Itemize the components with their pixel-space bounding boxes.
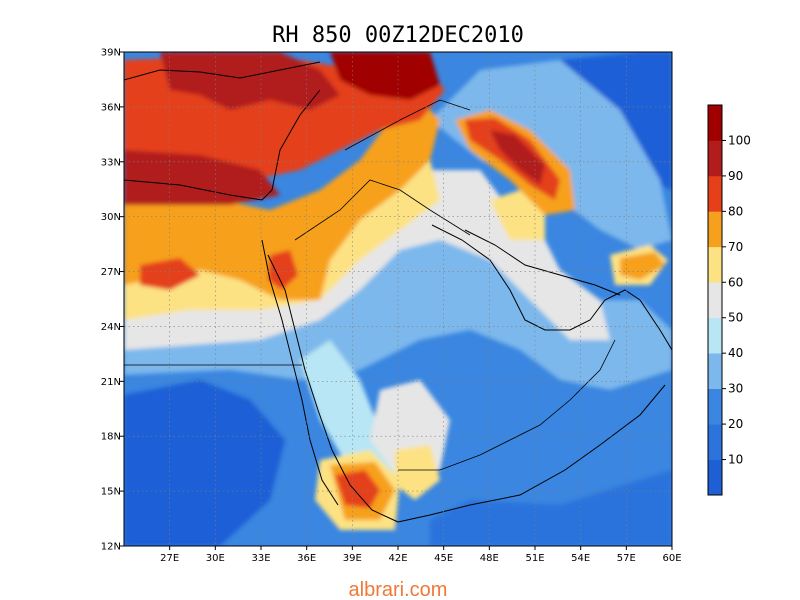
red-sea-coast-west (261, 239, 339, 506)
colorbar-label: 90 (728, 169, 743, 183)
colorbar-label: 20 (728, 417, 743, 431)
colorbar-label: 80 (728, 204, 743, 218)
x-tick-label: 60E (662, 553, 681, 564)
colorbar-label: 50 (728, 311, 743, 325)
colorbar-swatch (708, 459, 722, 496)
colorbar-swatch (708, 246, 722, 283)
rh-region-70-gulf (490, 190, 545, 240)
colorbar-swatch (708, 388, 722, 425)
x-tick-label: 39E (343, 553, 362, 564)
watermark-text: albrari.com (349, 579, 448, 600)
y-tick-label: 39N (101, 48, 121, 59)
rh-region-70-asir (395, 445, 440, 500)
political-borders (124, 99, 616, 471)
rh-field (124, 52, 672, 546)
x-tick-label: 45E (434, 553, 453, 564)
saudi-north-border (294, 179, 471, 241)
colorbar-label: 70 (728, 240, 743, 254)
map-title: RH 850 00Z12DEC2010 (272, 23, 524, 48)
iraq-border (344, 99, 471, 151)
y-tick-label: 18N (101, 432, 121, 443)
rh-region-100-west (124, 150, 280, 205)
x-tick-label: 36E (297, 553, 316, 564)
colorbar-label: 40 (728, 346, 743, 360)
x-tick-label: 30E (206, 553, 225, 564)
rh-region-100-ne (330, 52, 440, 100)
colorbar-label: 100 (728, 133, 751, 147)
colorbar-swatch (708, 353, 722, 389)
colorbar-swatch (708, 175, 722, 212)
x-tick-label: 48E (480, 553, 499, 564)
colorbar-swatch (708, 424, 722, 460)
grid-lines (124, 52, 672, 546)
rh-region-90-egypt (140, 258, 200, 290)
plot-area (123, 51, 673, 547)
x-axis: 27E 30E 33E 36E 39E 42E 45E 48E 51E 54E 57E 60E (160, 546, 682, 564)
colorbar: 10 20 30 40 50 60 70 80 90 100 (707, 104, 751, 496)
red-sea-coast-east (267, 254, 399, 523)
x-tick-label: 57E (617, 553, 636, 564)
x-tick-label: 42E (388, 553, 407, 564)
y-tick-label: 15N (101, 487, 121, 498)
rh-region-90-yemen (335, 470, 380, 508)
rh-region-10-arabia (430, 470, 672, 546)
y-tick-label: 24N (101, 322, 121, 333)
arabian-south-coast (397, 384, 666, 523)
colorbar-swatch (708, 140, 722, 177)
colorbar-swatch (708, 105, 722, 141)
oman-border (569, 339, 616, 401)
colorbar-label: 10 (728, 453, 743, 467)
gulf-coast (431, 224, 672, 351)
mediterranean-coast (124, 89, 321, 201)
coastlines (124, 61, 672, 523)
y-tick-label: 33N (101, 157, 121, 168)
colorbar-label: 60 (728, 275, 743, 289)
iran-coast (464, 229, 621, 296)
colorbar-swatch (708, 282, 722, 319)
y-tick-label: 21N (101, 377, 121, 388)
northern-coast (124, 61, 321, 81)
rh-region-90-sinai (268, 250, 298, 290)
rh-region-10-west (124, 380, 285, 546)
rh-region-100-zagros (490, 130, 545, 185)
y-tick-label: 36N (101, 102, 121, 113)
rh-region-80 (124, 100, 440, 300)
y-tick-label: 12N (101, 542, 121, 553)
y-tick-label: 27N (101, 267, 121, 278)
x-tick-label: 27E (160, 553, 179, 564)
colorbar-label: 30 (728, 382, 743, 396)
colorbar-swatch (708, 317, 722, 354)
rh-region-80-oman (620, 252, 665, 280)
colorbar-frame (707, 104, 723, 496)
colorbar-swatch (708, 211, 722, 248)
x-tick-label: 54E (571, 553, 590, 564)
x-tick-label: 51E (525, 553, 544, 564)
x-tick-label: 33E (251, 553, 270, 564)
yemen-border (398, 399, 571, 471)
y-tick-label: 30N (101, 212, 121, 223)
y-axis: 12N 15N 18N 21N 24N 27N 30N 33N 36N 39N (101, 48, 124, 553)
